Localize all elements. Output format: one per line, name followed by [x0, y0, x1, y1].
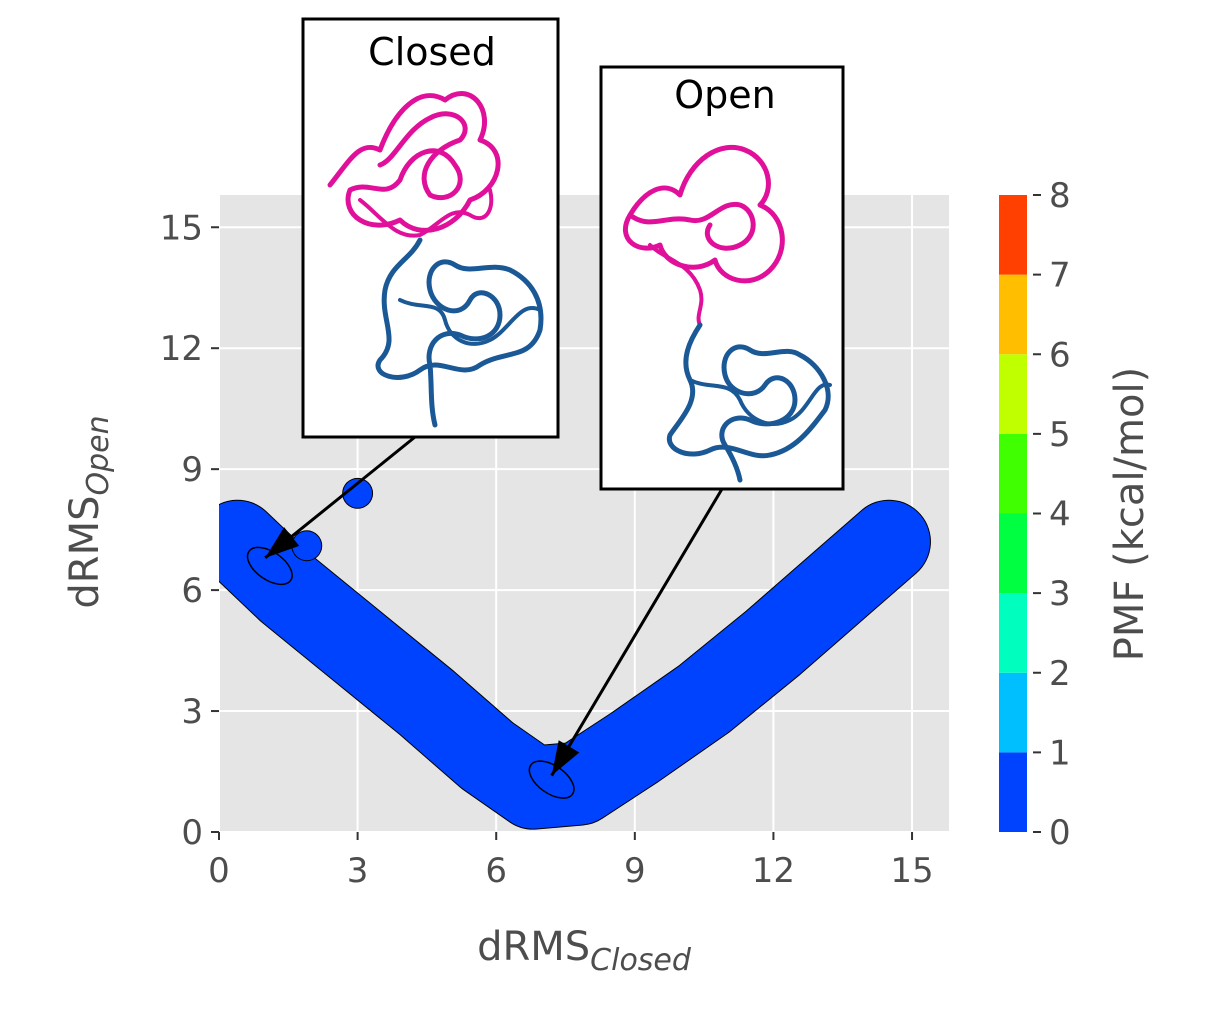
colorbar: 0 1 2 3 4 5 6 7 8 — [999, 176, 1071, 853]
open-structure-inset: Open — [599, 65, 845, 491]
colorbar-tick-label: 7 — [1049, 256, 1071, 296]
closed-protein-icon — [327, 91, 544, 428]
colorbar-segment — [999, 752, 1027, 832]
y-tick-label: 12 — [160, 329, 203, 369]
x-axis-ticks: 0 3 6 9 12 15 — [208, 832, 934, 891]
colorbar-tick-label: 8 — [1049, 176, 1071, 216]
annotation-arrow-head — [551, 740, 580, 776]
pmf-contour — [219, 477, 931, 830]
colorbar-segment — [999, 672, 1027, 753]
annotation-arrow-line — [550, 488, 724, 777]
colorbar-segment — [999, 195, 1027, 275]
closed-structure-inset: Closed — [301, 17, 560, 439]
colorbar-segment — [999, 593, 1027, 673]
y-tick-label: 9 — [181, 450, 203, 490]
colorbar-tick-label: 1 — [1049, 733, 1071, 773]
x-tick-label: 9 — [624, 851, 646, 891]
open-inset-title: Open — [674, 73, 776, 117]
closed-inset-title: Closed — [368, 30, 496, 74]
y-axis-ticks: 0 3 6 9 12 15 — [160, 208, 219, 853]
annotation-arrow-head — [265, 527, 300, 558]
y-axis-title: dRMSOpen — [62, 415, 116, 608]
contour-fill — [292, 531, 322, 561]
colorbar-tick-label: 2 — [1049, 654, 1071, 694]
colorbar-title: PMF (kcal/mol) — [1107, 367, 1153, 661]
x-tick-label: 3 — [347, 851, 369, 891]
annotation-arrows — [264, 435, 724, 777]
colorbar-tick-label: 5 — [1049, 415, 1071, 455]
colorbar-segment — [999, 274, 1027, 355]
x-tick-label: 6 — [485, 851, 507, 891]
colorbar-tick-label: 4 — [1049, 495, 1071, 535]
y-tick-label: 0 — [181, 813, 203, 853]
colorbar-segment — [999, 433, 1027, 514]
colorbar-segment — [999, 354, 1027, 434]
colorbar-segment — [999, 513, 1027, 594]
x-tick-label: 12 — [752, 851, 795, 891]
x-tick-label: 0 — [208, 851, 230, 891]
contour-fill — [343, 478, 373, 508]
y-tick-label: 6 — [181, 571, 203, 611]
colorbar-tick-label: 3 — [1049, 574, 1071, 614]
open-protein-icon — [622, 144, 832, 483]
colorbar-tick-label: 6 — [1049, 335, 1071, 375]
x-axis-title: dRMSClosed — [477, 924, 692, 978]
pmf-minimum — [246, 546, 293, 586]
y-tick-label: 3 — [181, 692, 203, 732]
colorbar-tick-label: 0 — [1049, 813, 1071, 853]
y-tick-label: 15 — [160, 208, 203, 248]
x-tick-label: 15 — [890, 851, 933, 891]
